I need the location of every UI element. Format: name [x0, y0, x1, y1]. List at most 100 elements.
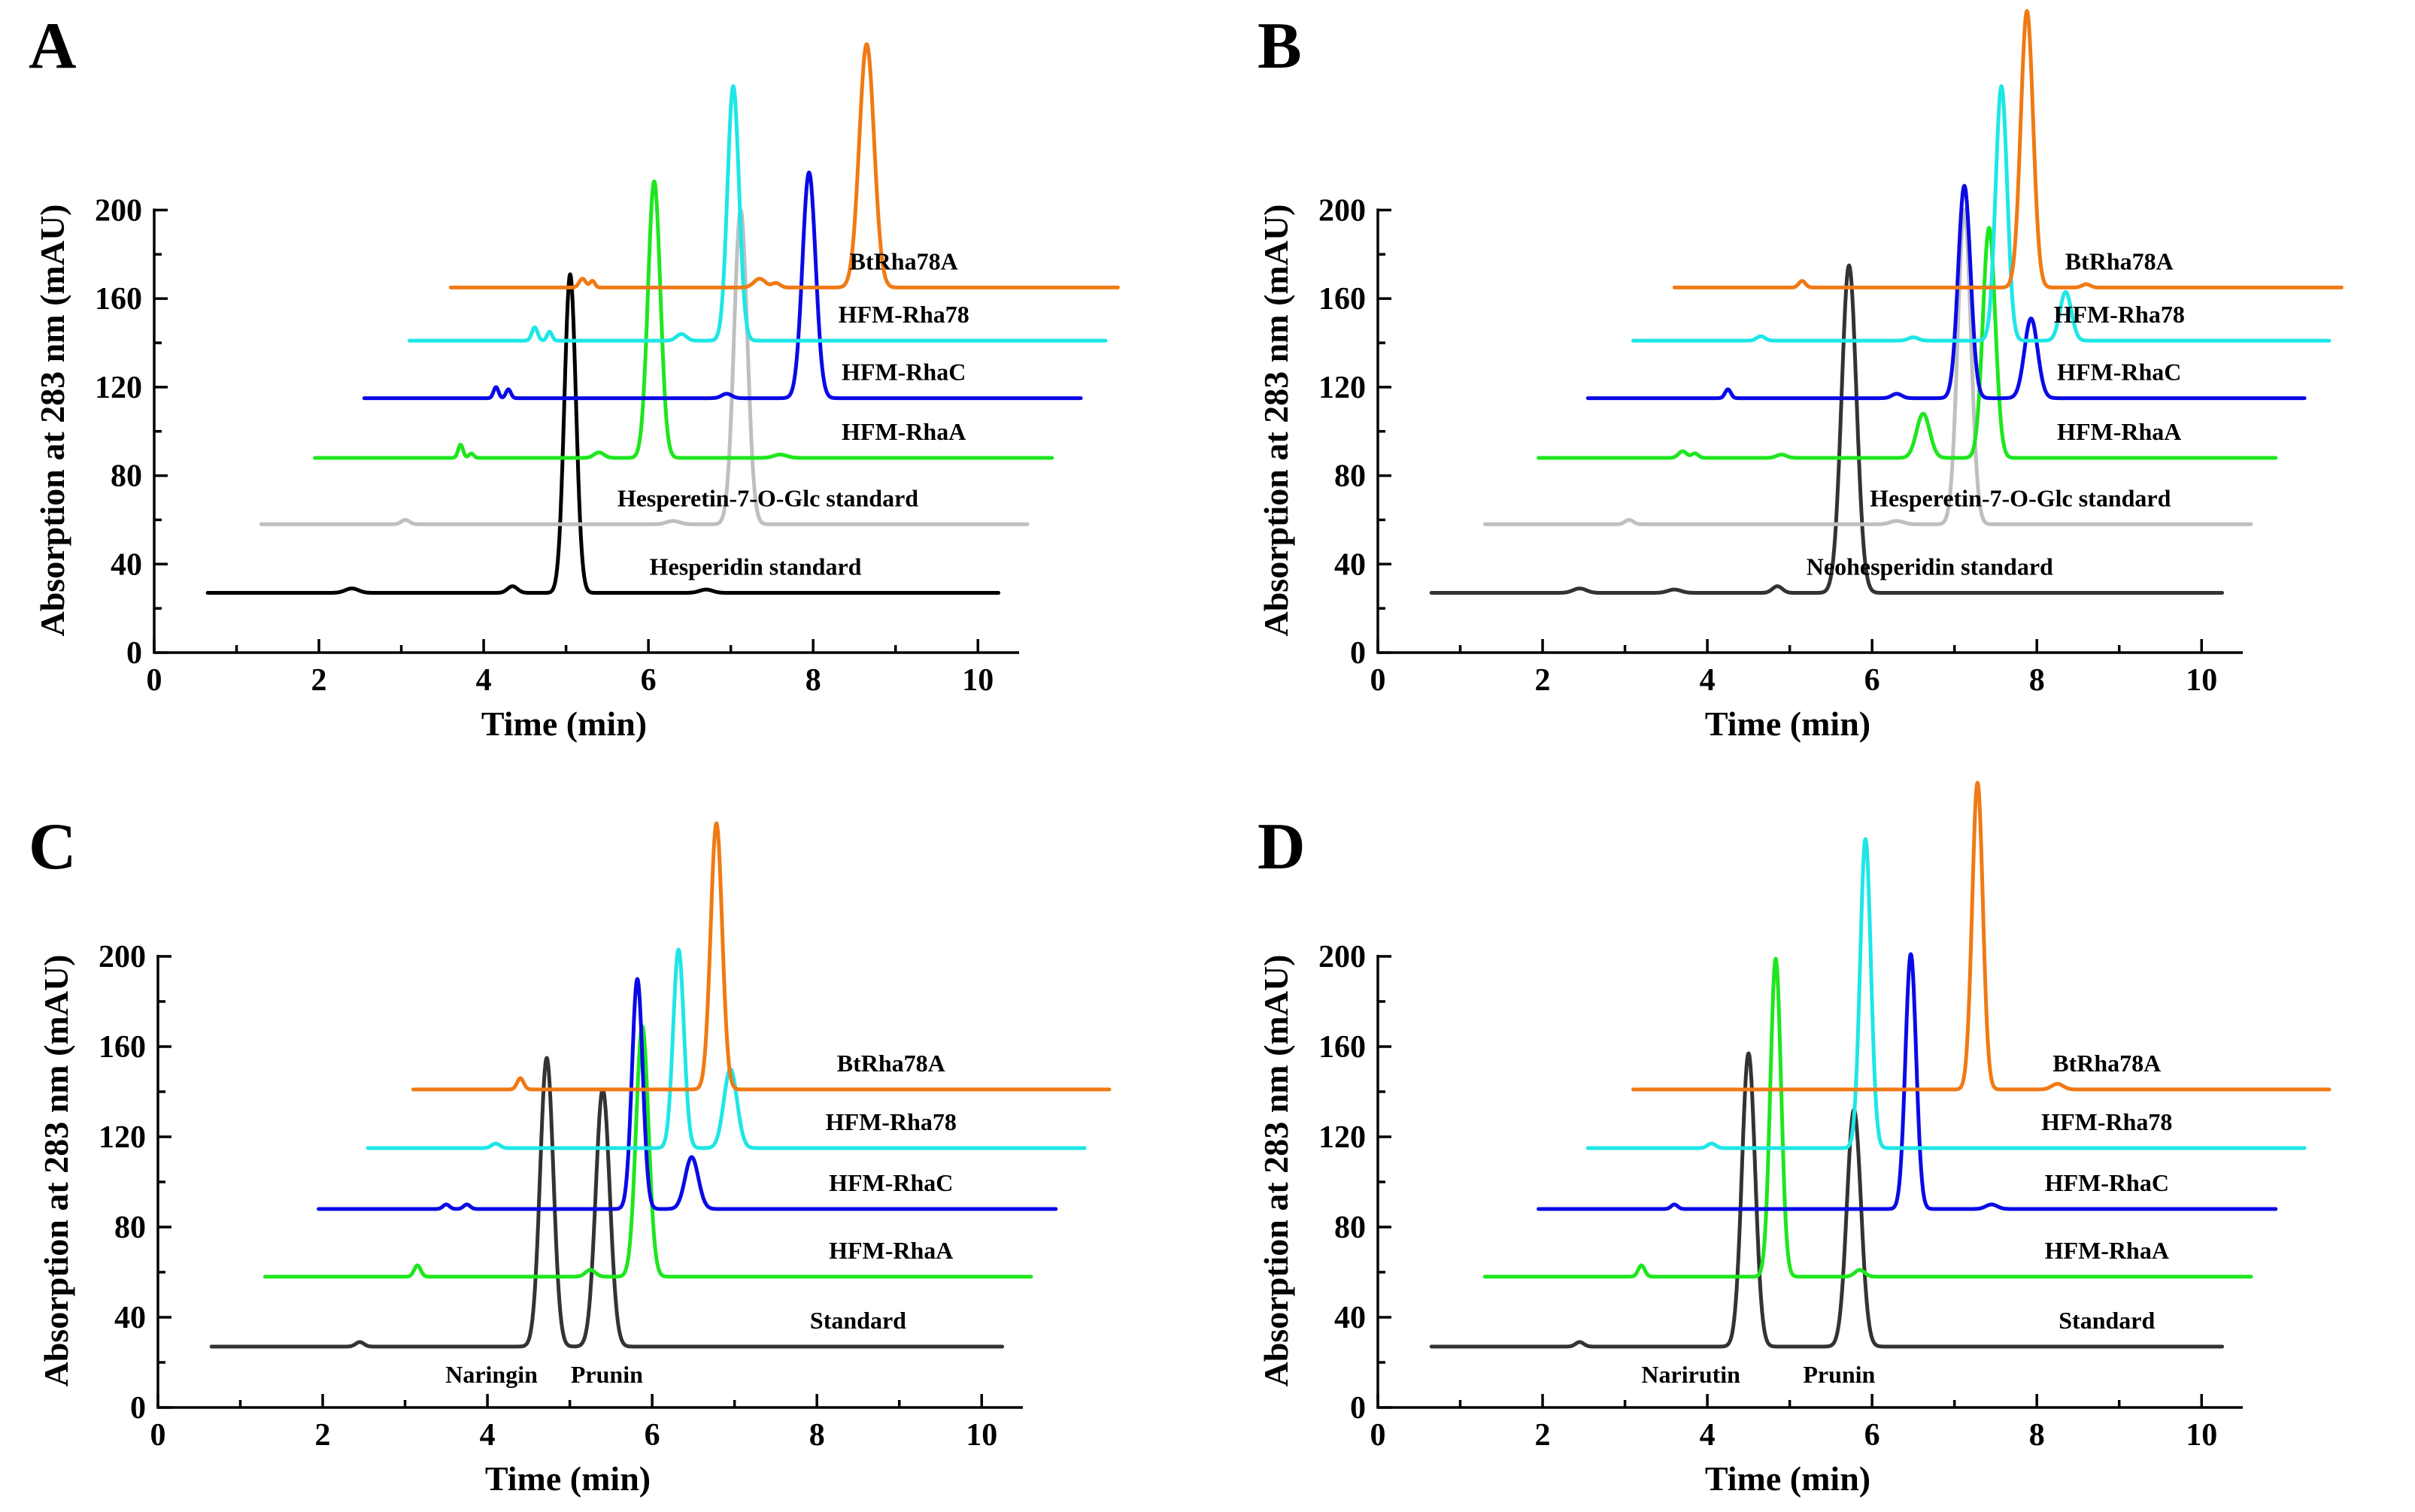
series-label: HFM-RhaA: [842, 418, 966, 445]
series-label: HFM-RhaC: [842, 359, 966, 386]
x-tick-label: 4: [1700, 663, 1716, 698]
series-label: HFM-RhaC: [829, 1169, 953, 1196]
series-label: HFM-Rha78: [839, 301, 969, 328]
series-line: [408, 84, 1108, 343]
y-tick-label: 120: [1318, 371, 1366, 405]
series-label: BtRha78A: [2065, 247, 2174, 274]
peak-label: Narirutin: [1641, 1361, 1740, 1388]
series-line: [1585, 837, 2307, 1150]
x-tick-label: 2: [315, 1418, 331, 1453]
x-tick-label: 0: [1370, 663, 1386, 698]
panel-letter: C: [29, 811, 77, 883]
series-line: [1429, 1051, 2225, 1349]
y-tick-label: 40: [1334, 547, 1366, 582]
series-label: HFM-Rha78: [826, 1108, 957, 1135]
y-tick-label: 160: [95, 282, 142, 317]
series-line: [1585, 183, 2307, 401]
y-tick-label: 160: [1318, 1030, 1366, 1065]
y-tick-label: 160: [99, 1030, 146, 1065]
series-label: BtRha78A: [837, 1050, 945, 1077]
x-tick-label: 2: [1535, 663, 1551, 698]
peak-label: Naringin: [445, 1361, 538, 1388]
series-line: [1429, 263, 2225, 595]
y-tick-label: 0: [1350, 1391, 1366, 1426]
panel-b: B 0 2 4 6 8 10 0 40 80 120 160 200 Time (min) Absorpti…: [1257, 9, 2344, 743]
y-axis-label: Absorption at 283 nm (mAU): [33, 205, 71, 637]
series-label: Neohesperidin standard: [1807, 553, 2053, 580]
x-tick-label: 10: [2186, 663, 2217, 698]
series-label: HFM-Rha78: [2041, 1108, 2172, 1135]
y-tick-label: 80: [114, 1211, 146, 1245]
series-line: [209, 1056, 1005, 1349]
series-label: HFM-RhaC: [2045, 1169, 2169, 1196]
x-tick-label: 10: [962, 663, 994, 698]
x-tick-label: 6: [1864, 663, 1880, 698]
x-tick-label: 6: [1864, 1418, 1880, 1453]
series-line: [205, 272, 1001, 595]
y-axis-label: Absorption at 283 nm (mAU): [37, 955, 75, 1387]
series-line: [259, 208, 1030, 526]
y-tick-label: 200: [1318, 940, 1366, 974]
series-label: BtRha78A: [2052, 1050, 2161, 1077]
x-tick-label: 4: [476, 663, 492, 698]
series-line: [262, 1024, 1033, 1279]
series-label: HFM-RhaA: [2045, 1237, 2169, 1264]
y-tick-label: 120: [99, 1120, 146, 1155]
series-line: [317, 977, 1058, 1211]
peak-label: Prunin: [571, 1361, 643, 1388]
y-tick-label: 160: [1318, 282, 1366, 317]
series-line: [1537, 952, 2278, 1211]
y-tick-label: 40: [114, 1301, 146, 1335]
series-label: Hesperetin-7-O-Glc standard: [1870, 484, 2171, 511]
series-line: [1631, 84, 2332, 343]
series-line: [1537, 226, 2278, 460]
x-tick-label: 10: [966, 1418, 997, 1453]
x-tick-label: 0: [150, 1418, 166, 1453]
series-line: [1631, 780, 2332, 1092]
x-tick-label: 4: [1700, 1418, 1716, 1453]
series-label: HFM-RhaA: [2057, 418, 2181, 445]
x-axis-label: Time (min): [1705, 1459, 1870, 1498]
panel-letter: A: [29, 10, 77, 83]
series-line: [362, 170, 1083, 401]
series-line: [448, 42, 1120, 289]
series-line: [1482, 208, 2253, 526]
x-axis-label: Time (min): [1705, 704, 1870, 743]
series-label: HFM-RhaC: [2057, 359, 2181, 386]
x-tick-label: 6: [641, 663, 657, 698]
x-tick-label: 10: [2186, 1418, 2217, 1453]
y-tick-label: 120: [1318, 1120, 1366, 1155]
x-tick-label: 6: [645, 1418, 660, 1453]
panel-d: D 0 2 4 6 8 10 0 40 80 120 160 200 Time (min) Absorpti…: [1257, 780, 2332, 1498]
panel-a: A 0 2 4 6 8 10 0 40 80 120 160 200 Time (min) Absorpti…: [29, 10, 1120, 743]
series-label: Standard: [2059, 1307, 2155, 1334]
series-label: Hesperetin-7-O-Glc standard: [617, 484, 918, 511]
series-line: [411, 821, 1112, 1092]
x-tick-label: 8: [2029, 1418, 2045, 1453]
x-tick-label: 0: [1370, 1418, 1386, 1453]
series-label: HFM-RhaA: [829, 1237, 953, 1264]
y-tick-label: 0: [130, 1391, 146, 1426]
x-tick-label: 2: [311, 663, 327, 698]
y-axis-label: Absorption at 283 nm (mAU): [1257, 955, 1295, 1387]
y-tick-label: 0: [126, 636, 142, 671]
series-label: BtRha78A: [850, 247, 958, 274]
x-tick-label: 2: [1535, 1418, 1551, 1453]
y-tick-label: 200: [95, 193, 142, 228]
panel-c: C 0 2 4 6 8 10 0 40 80 120 160 200 Time (min) Absorpti…: [29, 811, 1112, 1498]
y-tick-label: 80: [1334, 459, 1366, 494]
peak-label: Prunin: [1803, 1361, 1875, 1388]
y-tick-label: 80: [1334, 1211, 1366, 1245]
x-tick-label: 8: [2029, 663, 2045, 698]
x-axis-label: Time (min): [481, 704, 647, 743]
x-tick-label: 8: [809, 1418, 825, 1453]
series-line: [313, 179, 1054, 460]
y-tick-label: 40: [111, 547, 142, 582]
series-label: Hesperidin standard: [650, 553, 862, 580]
panel-letter: B: [1258, 10, 1302, 83]
x-tick-label: 8: [806, 663, 821, 698]
y-axis-label: Absorption at 283 nm (mAU): [1257, 205, 1295, 637]
y-tick-label: 40: [1334, 1301, 1366, 1335]
y-tick-label: 0: [1350, 636, 1366, 671]
